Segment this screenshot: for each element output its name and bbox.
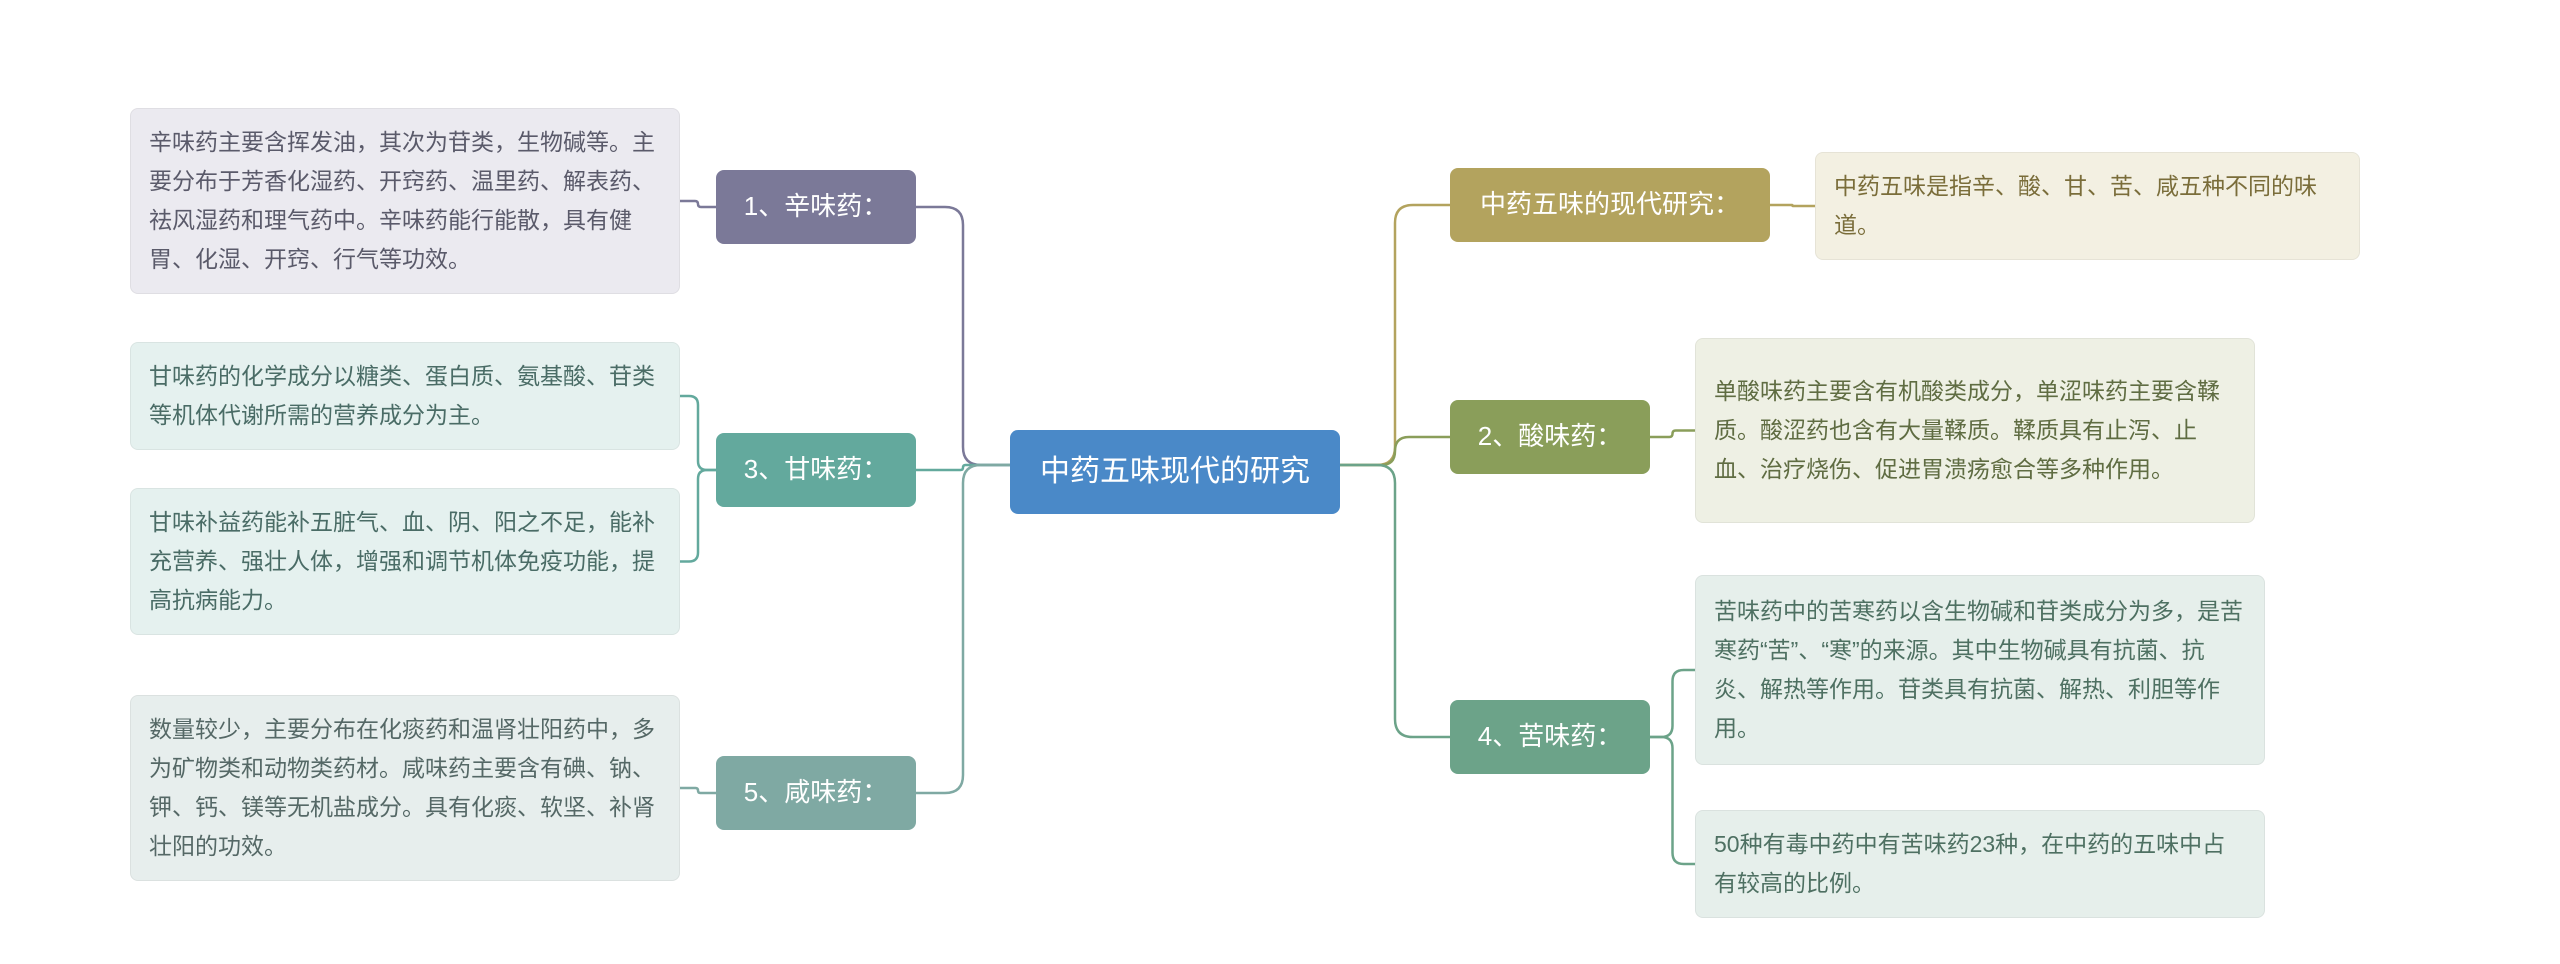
b2: 2、酸味药： [1450,400,1650,474]
b0: 中药五味的现代研究： [1450,168,1770,242]
b1l1: 辛味药主要含挥发油，其次为苷类，生物碱等。主要分布于芳香化湿药、开窍药、温里药、… [130,108,680,294]
b5: 5、咸味药： [716,756,916,830]
b4l2: 50种有毒中药中有苦味药23种，在中药的五味中占有较高的比例。 [1695,810,2265,918]
b4l1: 苦味药中的苦寒药以含生物碱和苷类成分为多，是苦寒药“苦”、“寒”的来源。其中生物… [1695,575,2265,765]
b3l1-label: 甘味药的化学成分以糖类、蛋白质、氨基酸、苷类等机体代谢所需的营养成分为主。 [149,357,661,435]
b0l1-label: 中药五味是指辛、酸、甘、苦、咸五种不同的味道。 [1834,167,2341,245]
b5-label: 5、咸味药： [744,772,888,814]
b5l1: 数量较少，主要分布在化痰药和温肾壮阳药中，多为矿物类和动物类药材。咸味药主要含有… [130,695,680,881]
b5l1-label: 数量较少，主要分布在化痰药和温肾壮阳药中，多为矿物类和动物类药材。咸味药主要含有… [149,710,661,866]
b3: 3、甘味药： [716,433,916,507]
b3l2: 甘味补益药能补五脏气、血、阴、阳之不足，能补充营养、强壮人体，增强和调节机体免疫… [130,488,680,635]
b1: 1、辛味药： [716,170,916,244]
b4l1-label: 苦味药中的苦寒药以含生物碱和苷类成分为多，是苦寒药“苦”、“寒”的来源。其中生物… [1714,592,2246,748]
b4: 4、苦味药： [1450,700,1650,774]
b1-label: 1、辛味药： [744,186,888,228]
b3l1: 甘味药的化学成分以糖类、蛋白质、氨基酸、苷类等机体代谢所需的营养成分为主。 [130,342,680,450]
b2l1: 单酸味药主要含有机酸类成分，单涩味药主要含鞣质。酸涩药也含有大量鞣质。鞣质具有止… [1695,338,2255,523]
b0l1: 中药五味是指辛、酸、甘、苦、咸五种不同的味道。 [1815,152,2360,260]
b2-label: 2、酸味药： [1478,416,1622,458]
b0-label: 中药五味的现代研究： [1480,184,1740,226]
b3l2-label: 甘味补益药能补五脏气、血、阴、阳之不足，能补充营养、强壮人体，增强和调节机体免疫… [149,503,661,620]
b4-label: 4、苦味药： [1478,716,1622,758]
root-label: 中药五味现代的研究 [1040,448,1310,496]
b4l2-label: 50种有毒中药中有苦味药23种，在中药的五味中占有较高的比例。 [1714,825,2246,903]
b2l1-label: 单酸味药主要含有机酸类成分，单涩味药主要含鞣质。酸涩药也含有大量鞣质。鞣质具有止… [1714,372,2236,489]
b3-label: 3、甘味药： [744,449,888,491]
b1l1-label: 辛味药主要含挥发油，其次为苷类，生物碱等。主要分布于芳香化湿药、开窍药、温里药、… [149,123,661,279]
root: 中药五味现代的研究 [1010,430,1340,514]
